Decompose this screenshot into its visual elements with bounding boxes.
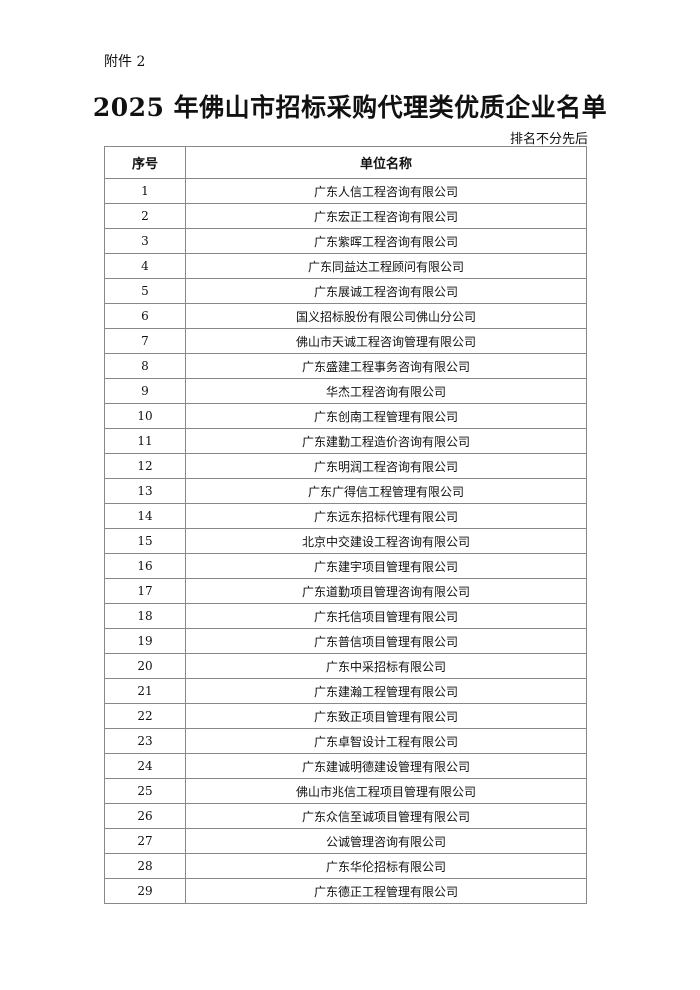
row-index: 14	[104, 503, 186, 529]
table-row: 14 广东远东招标代理有限公司	[104, 503, 587, 529]
row-index: 17	[104, 578, 186, 604]
table-row: 16 广东建宇项目管理有限公司	[104, 553, 587, 579]
row-index: 7	[104, 328, 186, 354]
table-row: 28 广东华伦招标有限公司	[104, 853, 587, 879]
table-row: 2 广东宏正工程咨询有限公司	[104, 203, 587, 229]
table-row: 12 广东明润工程咨询有限公司	[104, 453, 587, 479]
company-name: 广东建瀚工程管理有限公司	[185, 678, 587, 704]
table-row: 4 广东同益达工程顾问有限公司	[104, 253, 587, 279]
table-row: 3 广东紫晖工程咨询有限公司	[104, 228, 587, 254]
company-name: 广东卓智设计工程有限公司	[185, 728, 587, 754]
table-row: 19 广东普信项目管理有限公司	[104, 628, 587, 654]
company-name: 广东盛建工程事务咨询有限公司	[185, 353, 587, 379]
table-row: 6 国义招标股份有限公司佛山分公司	[104, 303, 587, 329]
company-name: 广东广得信工程管理有限公司	[185, 478, 587, 504]
company-name: 公诚管理咨询有限公司	[185, 828, 587, 854]
row-index: 16	[104, 553, 186, 579]
row-index: 25	[104, 778, 186, 804]
row-index: 2	[104, 203, 186, 229]
row-index: 11	[104, 428, 186, 454]
row-index: 13	[104, 478, 186, 504]
row-index: 29	[104, 878, 186, 904]
company-name: 广东华伦招标有限公司	[185, 853, 587, 879]
company-name: 广东建勤工程造价咨询有限公司	[185, 428, 587, 454]
company-name: 广东人信工程咨询有限公司	[185, 178, 587, 204]
table-row: 26 广东众信至诚项目管理有限公司	[104, 803, 587, 829]
table-row: 23 广东卓智设计工程有限公司	[104, 728, 587, 754]
table-row: 29 广东德正工程管理有限公司	[104, 878, 587, 904]
row-index: 18	[104, 603, 186, 629]
company-name: 佛山市天诚工程咨询管理有限公司	[185, 328, 587, 354]
table-row: 5 广东展诚工程咨询有限公司	[104, 278, 587, 304]
row-index: 20	[104, 653, 186, 679]
company-name: 广东创南工程管理有限公司	[185, 403, 587, 429]
table-row: 20 广东中采招标有限公司	[104, 653, 587, 679]
table-row: 10 广东创南工程管理有限公司	[104, 403, 587, 429]
header-company-name: 单位名称	[185, 146, 587, 179]
row-index: 12	[104, 453, 186, 479]
header-index: 序号	[104, 146, 186, 179]
company-name: 广东道勤项目管理咨询有限公司	[185, 578, 587, 604]
row-index: 8	[104, 353, 186, 379]
table-row: 9 华杰工程咨询有限公司	[104, 378, 587, 404]
row-index: 5	[104, 278, 186, 304]
company-name: 华杰工程咨询有限公司	[185, 378, 587, 404]
page-title: 2025 年佛山市招标采购代理类优质企业名单	[92, 93, 608, 122]
row-index: 1	[104, 178, 186, 204]
table-header-row: 序号 单位名称	[104, 146, 587, 179]
row-index: 22	[104, 703, 186, 729]
table-row: 21 广东建瀚工程管理有限公司	[104, 678, 587, 704]
company-name: 广东紫晖工程咨询有限公司	[185, 228, 587, 254]
row-index: 10	[104, 403, 186, 429]
company-name: 国义招标股份有限公司佛山分公司	[185, 303, 587, 329]
table-row: 11 广东建勤工程造价咨询有限公司	[104, 428, 587, 454]
company-name: 广东远东招标代理有限公司	[185, 503, 587, 529]
row-index: 28	[104, 853, 186, 879]
table-row: 25 佛山市兆信工程项目管理有限公司	[104, 778, 587, 804]
row-index: 27	[104, 828, 186, 854]
table-row: 7 佛山市天诚工程咨询管理有限公司	[104, 328, 587, 354]
table-row: 17 广东道勤项目管理咨询有限公司	[104, 578, 587, 604]
table-row: 18 广东托信项目管理有限公司	[104, 603, 587, 629]
company-name: 广东中采招标有限公司	[185, 653, 587, 679]
company-name: 广东托信项目管理有限公司	[185, 603, 587, 629]
row-index: 24	[104, 753, 186, 779]
table-row: 1 广东人信工程咨询有限公司	[104, 178, 587, 204]
company-name: 广东众信至诚项目管理有限公司	[185, 803, 587, 829]
company-name: 广东同益达工程顾问有限公司	[185, 253, 587, 279]
table-row: 8 广东盛建工程事务咨询有限公司	[104, 353, 587, 379]
company-name: 广东普信项目管理有限公司	[185, 628, 587, 654]
table-row: 22 广东致正项目管理有限公司	[104, 703, 587, 729]
row-index: 9	[104, 378, 186, 404]
table-row: 24 广东建诚明德建设管理有限公司	[104, 753, 587, 779]
company-name: 北京中交建设工程咨询有限公司	[185, 528, 587, 554]
company-name: 广东德正工程管理有限公司	[185, 878, 587, 904]
row-index: 23	[104, 728, 186, 754]
row-index: 15	[104, 528, 186, 554]
company-name: 广东建宇项目管理有限公司	[185, 553, 587, 579]
table-row: 27 公诚管理咨询有限公司	[104, 828, 587, 854]
company-name: 广东建诚明德建设管理有限公司	[185, 753, 587, 779]
table-row: 15 北京中交建设工程咨询有限公司	[104, 528, 587, 554]
attachment-label: 附件 2	[104, 54, 146, 70]
company-name: 广东展诚工程咨询有限公司	[185, 278, 587, 304]
row-index: 19	[104, 628, 186, 654]
row-index: 26	[104, 803, 186, 829]
row-index: 4	[104, 253, 186, 279]
row-index: 3	[104, 228, 186, 254]
row-index: 6	[104, 303, 186, 329]
company-name: 广东宏正工程咨询有限公司	[185, 203, 587, 229]
company-name: 广东明润工程咨询有限公司	[185, 453, 587, 479]
table-row: 13 广东广得信工程管理有限公司	[104, 478, 587, 504]
company-table: 序号 单位名称 1 广东人信工程咨询有限公司 2 广东宏正工程咨询有限公司 3 广东紫晖工…	[104, 146, 587, 904]
company-name: 广东致正项目管理有限公司	[185, 703, 587, 729]
company-name: 佛山市兆信工程项目管理有限公司	[185, 778, 587, 804]
row-index: 21	[104, 678, 186, 704]
ranking-note: 排名不分先后	[509, 132, 588, 147]
